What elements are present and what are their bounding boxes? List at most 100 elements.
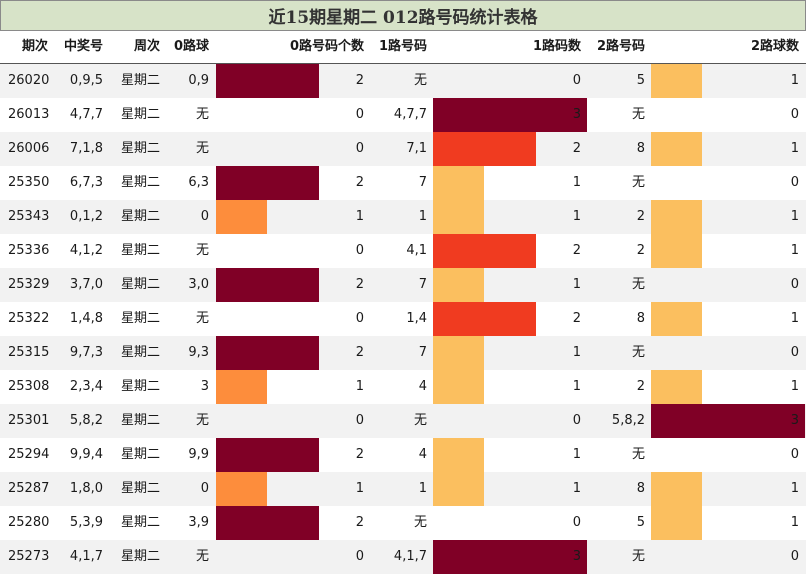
count-value: 1 (572, 209, 581, 224)
count-bar (216, 506, 319, 540)
cell-road1: 4 (418, 379, 427, 394)
table-row: 25343 0,1,2 星期二 0 1 1 1 2 1 (0, 200, 806, 234)
cell-road1: 无 (413, 515, 427, 530)
cell-road1: 1,4 (406, 311, 427, 326)
table-row: 25322 1,4,8 星期二 无 0 1,4 2 8 1 (0, 302, 806, 336)
count-value: 1 (790, 481, 799, 496)
cell-road1: 7,1 (406, 141, 427, 156)
column-header: 0路球 (173, 39, 209, 54)
count-value: 2 (572, 141, 581, 156)
count-bar (651, 200, 702, 234)
cell-period: 25336 (8, 243, 50, 258)
count-bar (433, 472, 484, 506)
column-header: 2路号码 (596, 39, 645, 54)
table-row: 25294 9,9,4 星期二 9,9 2 4 1 无 0 (0, 438, 806, 472)
header-row: 期次 中奖号 周次 0路球 0路号码个数 1路号码 1路码数 2路号码 2路球数 (0, 31, 806, 64)
count-bar (651, 506, 702, 540)
cell-weekday: 星期二 (120, 345, 160, 360)
count-value: 1 (572, 175, 581, 190)
cell-numbers: 9,7,3 (69, 345, 103, 360)
count-value: 0 (572, 73, 581, 88)
cell-road2: 无 (631, 175, 645, 190)
cell-numbers: 5,8,2 (69, 413, 103, 428)
count-value: 2 (572, 243, 581, 258)
cell-period: 26020 (8, 73, 50, 88)
cell-road0: 无 (195, 311, 209, 326)
cell-road0: 无 (195, 141, 209, 156)
column-header: 2路球数 (750, 39, 799, 54)
cell-road0: 9,3 (188, 345, 209, 360)
cell-numbers: 6,7,3 (69, 175, 103, 190)
cell-numbers: 9,9,4 (69, 447, 103, 462)
cell-road2: 5 (636, 73, 645, 88)
cell-road2: 2 (636, 243, 645, 258)
count-value: 0 (572, 515, 581, 530)
table-row: 25273 4,1,7 星期二 无 0 4,1,7 3 无 0 (0, 540, 806, 574)
count-value: 1 (572, 379, 581, 394)
cell-weekday: 星期二 (120, 107, 160, 122)
count-value: 0 (790, 175, 799, 190)
count-bar (651, 404, 805, 438)
cell-road2: 2 (636, 379, 645, 394)
cell-road2: 5,8,2 (611, 413, 645, 428)
column-header: 1路码数 (532, 39, 581, 54)
cell-weekday: 星期二 (120, 379, 160, 394)
count-bar (216, 370, 267, 404)
count-value: 0 (355, 141, 364, 156)
table-row: 26006 7,1,8 星期二 无 0 7,1 2 8 1 (0, 132, 806, 166)
cell-road2: 无 (631, 277, 645, 292)
cell-road0: 3 (200, 379, 209, 394)
table-row: 25308 2,3,4 星期二 3 1 4 1 2 1 (0, 370, 806, 404)
table-row: 25336 4,1,2 星期二 无 0 4,1 2 2 1 (0, 234, 806, 268)
count-value: 0 (355, 311, 364, 326)
count-bar (651, 302, 702, 336)
cell-period: 25301 (8, 413, 50, 428)
cell-weekday: 星期二 (120, 549, 160, 564)
cell-road1: 4,1 (406, 243, 427, 258)
count-value: 1 (790, 379, 799, 394)
cell-road2: 5 (636, 515, 645, 530)
cell-road1: 7 (418, 345, 427, 360)
cell-road2: 8 (636, 311, 645, 326)
count-bar (433, 370, 484, 404)
cell-weekday: 星期二 (120, 311, 160, 326)
cell-period: 25350 (8, 175, 50, 190)
cell-weekday: 星期二 (120, 481, 160, 496)
cell-road1: 4,7,7 (393, 107, 427, 122)
column-header: 0路号码个数 (289, 39, 364, 54)
cell-period: 25308 (8, 379, 50, 394)
count-bar (433, 540, 587, 574)
cell-road1: 1 (418, 481, 427, 496)
cell-road0: 无 (195, 549, 209, 564)
cell-numbers: 7,1,8 (69, 141, 103, 156)
count-value: 1 (572, 277, 581, 292)
count-value: 2 (355, 345, 364, 360)
count-value: 0 (790, 277, 799, 292)
count-bar (433, 132, 536, 166)
count-value: 1 (355, 209, 364, 224)
count-bar (433, 98, 587, 132)
count-bar (433, 438, 484, 472)
count-value: 3 (790, 413, 799, 428)
table-row: 25280 5,3,9 星期二 3,9 2 无 0 5 1 (0, 506, 806, 540)
table-row: 25350 6,7,3 星期二 6,3 2 7 1 无 0 (0, 166, 806, 200)
cell-numbers: 2,3,4 (69, 379, 103, 394)
count-value: 2 (572, 311, 581, 326)
count-value: 1 (572, 447, 581, 462)
cell-period: 26006 (8, 141, 50, 156)
count-value: 0 (355, 107, 364, 122)
column-header: 期次 (21, 39, 48, 54)
count-value: 1 (355, 379, 364, 394)
cell-numbers: 0,1,2 (69, 209, 103, 224)
count-value: 0 (790, 549, 799, 564)
count-value: 0 (790, 107, 799, 122)
count-value: 2 (355, 73, 364, 88)
count-bar (651, 64, 702, 98)
cell-weekday: 星期二 (120, 277, 160, 292)
cell-road2: 无 (631, 549, 645, 564)
table-row: 25329 3,7,0 星期二 3,0 2 7 1 无 0 (0, 268, 806, 302)
count-bar (651, 472, 702, 506)
count-value: 3 (572, 549, 581, 564)
title-bar: 近15期星期二 012路号码统计表格 (0, 0, 806, 31)
count-value: 1 (572, 345, 581, 360)
